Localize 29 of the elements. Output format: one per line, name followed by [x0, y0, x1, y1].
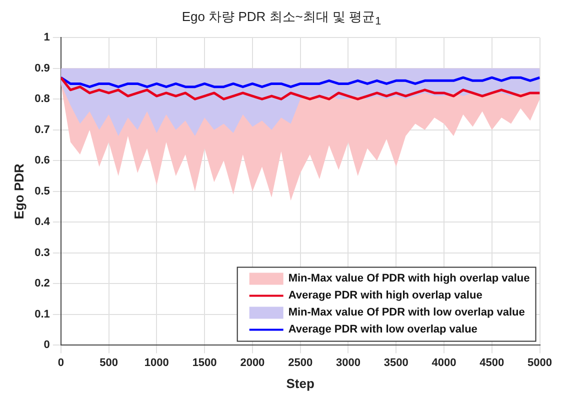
legend-label: Average PDR with low overlap value [288, 324, 478, 336]
x-tick-label: 1000 [144, 356, 169, 369]
y-tick-label: 0.3 [34, 246, 50, 259]
y-tick-label: 1 [44, 32, 50, 44]
y-tick-label: 0.8 [34, 93, 50, 106]
x-tick-label: 500 [100, 356, 118, 369]
y-tick-label: 0 [44, 339, 50, 352]
y-tick-label: 0.9 [34, 62, 50, 74]
x-tick-label: 2500 [288, 356, 313, 369]
x-tick-label: 4000 [432, 356, 456, 369]
y-tick-label: 0.7 [34, 124, 50, 136]
x-tick-label: 1500 [192, 356, 217, 369]
legend-label: Min-Max value Of PDR with low overlap value [288, 306, 525, 319]
x-tick-label: 5000 [528, 356, 552, 369]
y-tick-label: 0.2 [34, 278, 50, 290]
y-tick-label: 0.1 [34, 308, 50, 320]
x-tick-label: 0 [58, 356, 64, 369]
x-tick-label: 4500 [480, 356, 504, 369]
y-tick-label: 0.5 [34, 185, 50, 198]
y-axis-title: Ego PDR [11, 162, 26, 220]
legend-label: Min-Max value Of PDR with high overlap value [288, 272, 530, 285]
y-tick-label: 0.6 [34, 154, 50, 167]
x-tick-label: 2000 [240, 356, 265, 369]
x-tick-label: 3000 [336, 356, 360, 369]
x-tick-label: 3500 [384, 356, 408, 369]
chart-title: Ego 차량 PDR 최소~최대 및 평균$_{1}$ [180, 8, 382, 28]
y-tick-label: 0.4 [34, 216, 51, 228]
legend-label: Average PDR with high overlap value [288, 290, 482, 302]
x-axis-title: Step [286, 376, 314, 391]
